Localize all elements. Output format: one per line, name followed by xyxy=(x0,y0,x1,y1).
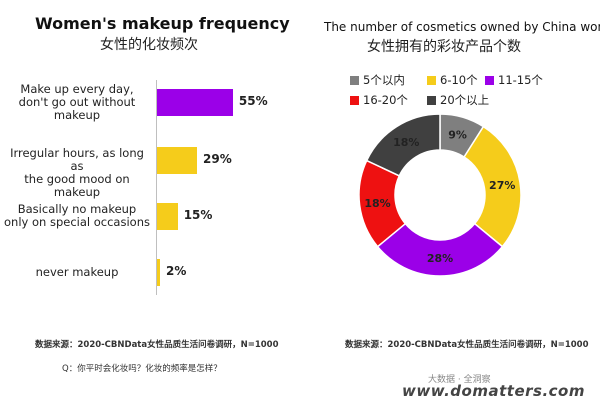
bar xyxy=(157,202,178,230)
legend-item: 20个以上 xyxy=(427,92,489,108)
donut-slice xyxy=(376,222,504,277)
donut-slice-label: 9% xyxy=(448,129,467,142)
bar-axis-line xyxy=(156,80,157,295)
bar-value-label: 29% xyxy=(203,152,232,166)
legend-swatch xyxy=(427,95,436,105)
donut-slice-label: 18% xyxy=(393,136,419,149)
legend-swatch xyxy=(427,75,436,85)
right-chart-title: The number of cosmetics owned by China w… xyxy=(324,20,600,34)
bar-category-label: Basically no makeup only on special occas… xyxy=(4,202,150,229)
bar xyxy=(157,146,198,174)
site-url[interactable]: www.domatters.com xyxy=(402,382,585,400)
donut-slice-label: 28% xyxy=(427,252,453,265)
right-source-note: 数据来源：2020-CBNData女性品质生活问卷调研，N=1000 xyxy=(345,340,589,350)
donut-slice-label: 27% xyxy=(489,179,515,192)
legend-swatch xyxy=(350,95,359,105)
donut-slice xyxy=(365,113,441,177)
legend-label: 16-20个 xyxy=(363,93,408,107)
bar-category-label: never makeup xyxy=(35,264,119,279)
survey-question: Q：你平时会化妆吗？化妆的频率是怎样？ xyxy=(62,364,222,374)
legend-label: 11-15个 xyxy=(498,73,543,87)
bar-category-label: Irregular hours, as long as the good mood… xyxy=(10,146,144,199)
legend-swatch xyxy=(485,75,494,85)
legend-item: 16-20个 xyxy=(350,92,408,108)
legend-item: 5个以内 xyxy=(350,72,405,88)
bar xyxy=(157,258,160,286)
bar-value-label: 55% xyxy=(238,94,268,108)
bar-value-label: 2% xyxy=(166,264,187,278)
watermark-text: 大数据 · 全洞察 xyxy=(428,375,491,385)
donut-slice xyxy=(463,125,522,248)
legend-label: 5个以内 xyxy=(363,73,405,87)
donut-chart: 9% 27% 28% 18% 18% xyxy=(358,113,522,277)
left-chart-subtitle: 女性的化妆频次 xyxy=(100,37,198,53)
legend-label: 6-10个 xyxy=(440,73,478,87)
donut-slice-label: 18% xyxy=(364,197,390,210)
donut-legend: 5个以内 6-10个 11-15个 16-20个 20个以上 xyxy=(350,72,600,112)
bar-category-label: Make up every day, don't go out without ma… xyxy=(18,81,136,122)
legend-swatch xyxy=(350,75,359,85)
legend-item: 11-15个 xyxy=(485,72,543,88)
legend-label: 20个以上 xyxy=(440,93,490,107)
legend-item: 6-10个 xyxy=(427,72,478,88)
left-chart-title: Women's makeup frequency xyxy=(35,14,290,33)
left-source-note: 数据来源：2020-CBNData女性品质生活问卷调研，N=1000 xyxy=(35,340,279,350)
bar xyxy=(157,88,233,116)
bar-value-label: 15% xyxy=(183,208,213,222)
right-chart-subtitle: 女性拥有的彩妆产品个数 xyxy=(367,39,521,55)
bar-chart: Make up every day, don't go out without ma… xyxy=(0,70,300,310)
